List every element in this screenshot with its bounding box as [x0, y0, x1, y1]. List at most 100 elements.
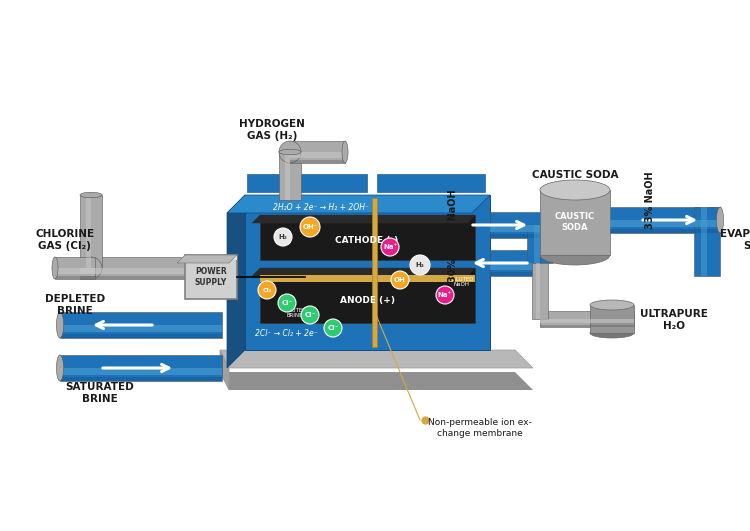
Text: Na⁺: Na⁺ — [438, 292, 452, 298]
Polygon shape — [220, 350, 533, 368]
Text: CAUSTIC
SODA: CAUSTIC SODA — [555, 212, 595, 232]
Bar — [260, 275, 475, 282]
Bar — [60, 312, 222, 338]
Bar — [60, 377, 222, 381]
Text: SATURATED
BRINE: SATURATED BRINE — [66, 382, 134, 404]
Ellipse shape — [56, 355, 64, 381]
Ellipse shape — [716, 207, 724, 233]
Bar — [610, 220, 720, 227]
Bar — [490, 234, 540, 238]
Bar — [60, 355, 222, 381]
Bar — [590, 305, 634, 333]
Polygon shape — [227, 195, 245, 368]
Bar — [290, 152, 345, 158]
Bar — [80, 276, 227, 279]
Bar — [490, 272, 540, 276]
Bar — [540, 311, 634, 327]
Bar — [247, 174, 367, 192]
Circle shape — [391, 271, 409, 289]
Bar — [60, 368, 222, 374]
Ellipse shape — [540, 245, 610, 265]
Bar — [245, 195, 490, 350]
Polygon shape — [252, 215, 475, 223]
Bar — [527, 225, 553, 263]
Text: DILUTED
NaOH: DILUTED NaOH — [450, 277, 474, 287]
Polygon shape — [252, 268, 475, 276]
Text: CHLORINE
GAS (Cl₂): CHLORINE GAS (Cl₂) — [35, 229, 94, 251]
Text: HYDROGEN
GAS (H₂): HYDROGEN GAS (H₂) — [239, 119, 305, 141]
Text: POWER
SUPPLY: POWER SUPPLY — [195, 267, 227, 287]
Bar — [279, 152, 301, 200]
FancyBboxPatch shape — [185, 255, 237, 299]
Circle shape — [436, 286, 454, 304]
Text: OH: OH — [394, 277, 406, 283]
Circle shape — [410, 255, 430, 275]
Text: Cl⁻: Cl⁻ — [327, 325, 339, 331]
Bar — [533, 225, 540, 263]
Polygon shape — [220, 350, 229, 390]
Bar — [80, 257, 227, 279]
Ellipse shape — [56, 312, 64, 338]
Circle shape — [300, 217, 320, 237]
Bar — [372, 198, 377, 347]
Text: Cl⁻: Cl⁻ — [281, 300, 292, 306]
Text: H₂: H₂ — [416, 262, 424, 268]
Text: H₂: H₂ — [278, 234, 287, 240]
Bar — [377, 174, 485, 192]
Ellipse shape — [342, 141, 348, 163]
Bar — [610, 207, 720, 233]
Bar — [80, 268, 227, 273]
Text: Cl⁻: Cl⁻ — [304, 312, 316, 318]
Bar — [540, 319, 634, 323]
Bar — [80, 195, 102, 268]
Text: ANODE (+): ANODE (+) — [340, 295, 394, 304]
Circle shape — [279, 141, 301, 163]
Bar — [260, 268, 475, 323]
Bar — [700, 207, 707, 276]
Bar — [694, 207, 720, 276]
Circle shape — [274, 228, 292, 246]
Text: Cl₂: Cl₂ — [262, 287, 272, 293]
Text: EVAPORATION
STEPS: EVAPORATION STEPS — [720, 229, 750, 251]
Bar — [490, 263, 540, 270]
Bar — [290, 160, 345, 163]
Bar — [55, 276, 95, 279]
Text: 2H₂O + 2e⁻ → H₂ + 2OH⁻: 2H₂O + 2e⁻ → H₂ + 2OH⁻ — [273, 202, 369, 211]
Ellipse shape — [590, 300, 634, 310]
Bar — [610, 229, 720, 233]
Polygon shape — [227, 195, 490, 213]
Bar — [536, 263, 540, 319]
Bar — [490, 250, 540, 276]
Ellipse shape — [52, 257, 58, 279]
Text: Na⁺: Na⁺ — [382, 244, 398, 250]
Circle shape — [258, 281, 276, 299]
Bar — [60, 325, 222, 331]
Bar — [55, 257, 95, 279]
Bar — [540, 190, 610, 255]
Ellipse shape — [279, 149, 301, 155]
Ellipse shape — [590, 328, 634, 338]
Bar — [60, 334, 222, 338]
Circle shape — [80, 257, 102, 279]
Text: 2Cl⁻ → Cl₂ + 2e⁻: 2Cl⁻ → Cl₂ + 2e⁻ — [255, 329, 318, 338]
Ellipse shape — [540, 180, 610, 200]
Bar — [260, 215, 475, 260]
Bar — [490, 225, 540, 232]
Text: ULTRAPURE
H₂O: ULTRAPURE H₂O — [640, 309, 708, 331]
Text: CAUSTIC SODA: CAUSTIC SODA — [532, 170, 618, 180]
Bar — [290, 141, 345, 163]
Text: DEPLETED
BRINE: DEPLETED BRINE — [45, 294, 105, 316]
Circle shape — [381, 238, 399, 256]
Text: Non-permeable ion ex-
change membrane: Non-permeable ion ex- change membrane — [428, 418, 532, 438]
Text: 33% NaOH: 33% NaOH — [448, 189, 458, 247]
Text: DILUTED
BRINE: DILUTED BRINE — [284, 307, 307, 319]
Text: 33% NaOH: 33% NaOH — [645, 171, 655, 229]
Bar — [55, 268, 95, 273]
Circle shape — [324, 319, 342, 337]
Bar — [540, 324, 634, 327]
Bar — [284, 152, 290, 200]
Polygon shape — [177, 255, 237, 263]
Bar — [532, 263, 548, 319]
Circle shape — [278, 294, 296, 312]
Text: OH⁻: OH⁻ — [302, 224, 318, 230]
